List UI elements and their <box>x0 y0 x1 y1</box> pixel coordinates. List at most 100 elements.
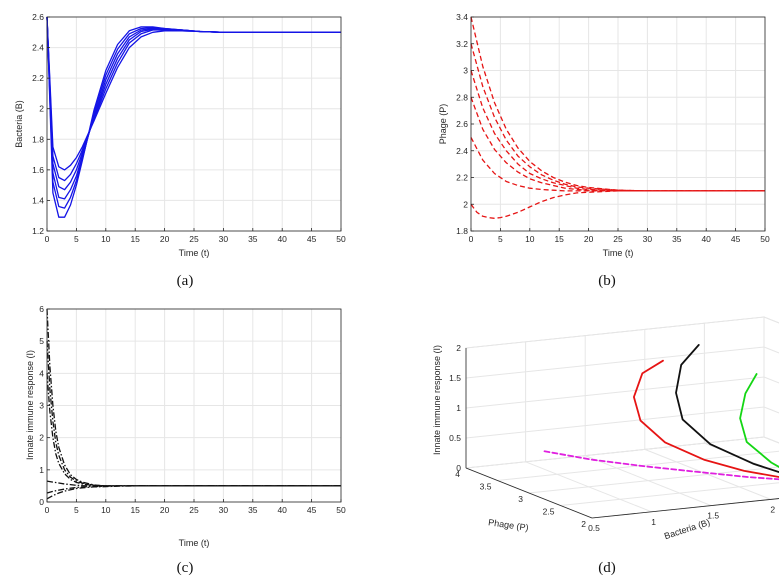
panel-b-xtick-6: 30 <box>643 234 653 244</box>
panel-d-ptick-3: 3.5 <box>480 482 492 492</box>
panel-c-series-6 <box>46 485 341 500</box>
panel-d-btick-0: 0.5 <box>588 523 600 533</box>
panel-c-ytick-3: 3 <box>39 401 44 411</box>
panel-b-ytick-7: 3.2 <box>456 39 468 49</box>
panel-c-xtick-1: 5 <box>74 505 79 515</box>
panel-c-xtick-2: 10 <box>101 505 111 515</box>
panel-a-ytick-6: 2.4 <box>32 43 44 53</box>
panel-d-itick-1: 0.5 <box>449 433 461 443</box>
panel-b-ytick-3: 2.4 <box>456 146 468 156</box>
panel-a-ytick-5: 2.2 <box>32 73 44 83</box>
panel-a-x-axis-label: Time (t) <box>179 248 210 258</box>
panel-d-itick-2: 1 <box>456 403 461 413</box>
panel-c-ytick-1: 1 <box>39 465 44 475</box>
panel-a-xtick-6: 30 <box>219 234 229 244</box>
panel-a-y-axis-label: Bacteria (B) <box>14 100 24 148</box>
panel-b-ytick-0: 1.8 <box>456 226 468 236</box>
panel-b-xtick-0: 0 <box>469 234 474 244</box>
panel-d-ptick-0: 2 <box>581 519 586 529</box>
panel-d-grid-i-back-1 <box>465 406 765 439</box>
panel-c-xtick-9: 45 <box>307 505 317 515</box>
panel-c-y-axis-label: Innate immune response (I) <box>25 350 35 460</box>
panel-a-label: (a) <box>177 273 194 289</box>
panel-a-ytick-4: 2 <box>39 104 44 114</box>
panel-d-ptick-4: 4 <box>455 469 460 479</box>
panel-a-xtick-1: 5 <box>74 234 79 244</box>
panel-d-grid-i-back-3 <box>465 346 765 379</box>
panel-b-xtick-5: 25 <box>613 234 623 244</box>
panel-b-ytick-8: 3.4 <box>456 12 468 22</box>
panel-d-axis-bacteria <box>591 498 779 519</box>
panel-c-x-axis-label: Time (t) <box>179 538 210 548</box>
panel-b-y-axis-label: Phage (P) <box>438 104 448 145</box>
panel-b-xtick-7: 35 <box>672 234 682 244</box>
panel-b-xtick-9: 45 <box>731 234 741 244</box>
panel-a-xtick-2: 10 <box>101 234 111 244</box>
panel-b-xtick-4: 20 <box>584 234 594 244</box>
panel-c-series-5 <box>46 485 341 494</box>
panel-a-series-6 <box>46 16 341 218</box>
panel-a-xtick-3: 15 <box>130 234 140 244</box>
panel-d-itick-0: 0 <box>456 463 461 473</box>
panel-a-xtick-8: 40 <box>277 234 287 244</box>
panel-c-label: (c) <box>177 560 194 576</box>
panel-a-bacteria-time: 0 5 10 15 20 25 30 35 40 45 50 1.2 1.4 1.6 1.8 2 2.2 2.4 2… <box>14 12 346 289</box>
panel-b-xtick-8: 40 <box>701 234 711 244</box>
panel-b-series-5 <box>470 137 765 192</box>
panel-c-ytick-6: 6 <box>39 304 44 314</box>
panel-b-xtick-10: 50 <box>760 234 770 244</box>
panel-a-xtick-9: 45 <box>307 234 317 244</box>
panel-a-xtick-4: 20 <box>160 234 170 244</box>
panel-b-label: (b) <box>598 273 616 289</box>
panel-c-xtick-5: 25 <box>189 505 199 515</box>
panel-c-xtick-6: 30 <box>219 505 229 515</box>
panel-b-ytick-1: 2 <box>463 199 468 209</box>
panel-d-label: (d) <box>598 560 616 576</box>
panel-b-ytick-5: 2.8 <box>456 92 468 102</box>
panel-d-immune-axis-label: Innate immune response (I) <box>432 345 442 455</box>
panel-d-grid-p-floor-3 <box>497 450 779 481</box>
panel-d-trajectory-magenta <box>543 450 779 481</box>
panel-a-ytick-3: 1.8 <box>32 134 44 144</box>
panel-c-xtick-4: 20 <box>160 505 170 515</box>
panel-c-xtick-0: 0 <box>45 505 50 515</box>
panel-a-xtick-10: 50 <box>336 234 346 244</box>
panel-b-ytick-2: 2.2 <box>456 173 468 183</box>
panel-b-x-axis-label: Time (t) <box>603 248 634 258</box>
panel-a-xtick-5: 25 <box>189 234 199 244</box>
panel-d-grid-i-back-4 <box>465 316 765 349</box>
panel-d-grid-p-floor-2 <box>528 466 779 494</box>
panel-d-axis-phage <box>465 467 593 519</box>
panel-a-ytick-0: 1.2 <box>32 226 44 236</box>
panel-d-ptick-2: 3 <box>518 494 523 504</box>
panel-d-btick-3: 2 <box>770 504 775 514</box>
panel-c-xtick-8: 40 <box>277 505 287 515</box>
panel-b-xtick-1: 5 <box>498 234 503 244</box>
panel-d-grid-p-floor-1 <box>560 482 779 506</box>
panel-d-trajectory-black <box>675 343 779 474</box>
panel-d-trajectory-green <box>739 373 779 468</box>
panel-b-series-4 <box>470 97 765 192</box>
panel-b-xtick-3: 15 <box>554 234 564 244</box>
panel-c-ytick-0: 0 <box>39 497 44 507</box>
panel-c-xtick-10: 50 <box>336 505 346 515</box>
panel-b-ytick-6: 3 <box>463 66 468 76</box>
panel-d-bacteria-axis-label: Bacteria (B) <box>663 517 711 541</box>
panel-d-trajectory-red <box>633 359 779 478</box>
panel-a-ytick-1: 1.4 <box>32 195 44 205</box>
panel-b-series-6 <box>470 190 765 219</box>
panel-a-xtick-7: 35 <box>248 234 258 244</box>
panel-d-btick-2: 1.5 <box>707 511 719 521</box>
panel-d-grid-i-back-0 <box>465 436 765 469</box>
panel-d-ptick-1: 2.5 <box>543 507 555 517</box>
panel-a-xtick-0: 0 <box>45 234 50 244</box>
panel-d-btick-1: 1 <box>651 517 656 527</box>
panel-b-ytick-4: 2.6 <box>456 119 468 129</box>
panel-d-itick-4: 2 <box>456 343 461 353</box>
panel-b-phage-time: 0 5 10 15 20 25 30 35 40 45 50 1.8 2 2.2 2.4 2.6 2.8 3 3.2… <box>438 12 770 289</box>
panel-d-itick-3: 1.5 <box>449 373 461 383</box>
panel-c-xtick-7: 35 <box>248 505 258 515</box>
